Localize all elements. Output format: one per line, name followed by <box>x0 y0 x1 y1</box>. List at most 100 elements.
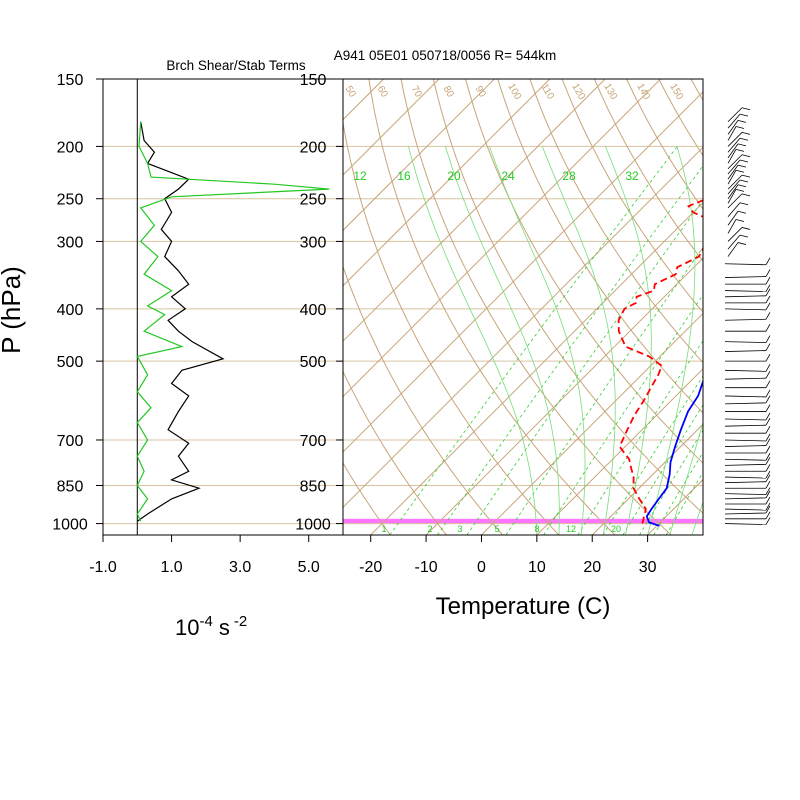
wind-barb-shaft-700 <box>724 439 767 442</box>
isotherm--70 <box>343 79 551 287</box>
wind-barb-flag-700 <box>765 433 771 442</box>
wind-barb-shaft-240 <box>727 174 743 190</box>
left-y-tick-label-850: 850 <box>57 478 84 495</box>
wind-barb-flag-185 <box>739 113 749 117</box>
left-panel-title: Brch Shear/Stab Terms <box>166 58 306 73</box>
wind-barb-flag-600 <box>765 395 771 404</box>
skewt-y-tick-label-250: 250 <box>300 192 327 209</box>
wind-barb-flag-320 <box>737 242 747 245</box>
left-x-axis-label-unit: s <box>219 615 230 640</box>
wind-barb-flag-580 <box>765 389 771 398</box>
wind-barb-flag-240 <box>741 174 751 178</box>
wind-barb-shaft-195 <box>727 126 737 141</box>
mixing-ratio-label-28: 28 <box>562 169 576 183</box>
wind-barb-flag-820 <box>765 470 771 479</box>
theta-label-110: 110 <box>538 82 556 102</box>
skewt-series-group <box>617 199 703 527</box>
wind-barb-flag-235 <box>735 169 745 173</box>
mixing-ratio-1 <box>389 146 678 535</box>
isotherm--10 <box>425 257 703 535</box>
wind-barb-flag-720 <box>765 438 771 446</box>
wind-barb-flag-250 <box>737 184 747 188</box>
theta-label-150: 150 <box>667 82 685 102</box>
wind-barb-shaft-250 <box>727 184 739 199</box>
wind-barb-shaft-220 <box>727 154 743 170</box>
wind-barb-flag-220 <box>741 154 751 158</box>
moist-adiabat-22 <box>541 146 616 535</box>
wind-barb-flag-200 <box>741 132 751 135</box>
mixing-ratio-bottom-label-3: 3 <box>457 524 462 534</box>
wind-barb-shaft-200 <box>727 132 743 147</box>
wind-barb-shaft-760 <box>724 458 767 461</box>
theta-label-80: 80 <box>441 84 456 100</box>
moist-adiabat-14 <box>445 146 560 535</box>
wind-barb-flag-255 <box>735 188 745 192</box>
mixing-ratio-label-20: 20 <box>447 169 461 183</box>
moist-adiabat-38 <box>691 500 703 535</box>
left-x-axis-label: 10-4 s -2 <box>175 613 247 640</box>
skewt-x-axis-label: Temperature (C) <box>436 593 611 620</box>
left-y-tick-label-200: 200 <box>57 139 84 156</box>
skewt-plot-frame <box>342 78 704 536</box>
moist-adiabat-18 <box>489 146 586 535</box>
dry-adiabat-0 <box>343 265 504 535</box>
wind-barb-shaft-310 <box>727 234 741 250</box>
wind-barb-shaft-660 <box>724 424 767 427</box>
temperature-profile <box>645 378 703 527</box>
left-y-tick-label-400: 400 <box>57 302 84 319</box>
wind-barb-shaft-540 <box>724 377 767 380</box>
mixing-ratio-bottom-label-20: 20 <box>611 524 621 534</box>
dry-adiabat-100 <box>626 79 703 210</box>
wind-barb-flag-390 <box>765 295 771 304</box>
mixing-ratio-label-12: 12 <box>353 169 367 183</box>
wind-barb-flag-840 <box>765 474 771 482</box>
wind-barb-shaft-245 <box>727 179 741 195</box>
wind-barb-shaft-215 <box>727 149 737 164</box>
dry-adiabat-30 <box>400 79 672 535</box>
wind-barb-shaft-900 <box>724 497 767 500</box>
wind-barb-flag-780 <box>765 457 771 465</box>
wind-barb-shaft-290 <box>727 219 737 234</box>
dry-adiabat--20 <box>343 462 391 535</box>
skewt-x-tick-label-3: 10 <box>528 559 546 576</box>
wind-barb-flag-280 <box>737 210 747 214</box>
left-y-tick-label-250: 250 <box>57 192 84 209</box>
wind-barb-shaft-260 <box>727 193 743 209</box>
wind-barb-shaft-580 <box>724 395 767 398</box>
left-y-axis-label: P (hPa) <box>0 266 26 354</box>
wind-barb-flag-500 <box>765 353 771 362</box>
left-y-tick-label-1000: 1000 <box>52 517 88 534</box>
wind-barb-shaft-185 <box>727 113 741 129</box>
wind-barb-flag-680 <box>765 425 771 434</box>
isotherm--40 <box>343 91 703 453</box>
mixing-ratio-bottom-label-1: 1 <box>381 524 386 534</box>
wind-barb-flag-260 <box>741 193 751 197</box>
moist-adiabat-34 <box>669 420 703 535</box>
skewt-y-tick-label-500: 500 <box>300 354 327 371</box>
skewt-x-tick-label-2: 0 <box>477 559 486 576</box>
wind-barb-flag-800 <box>765 464 771 472</box>
wind-barb-shaft-460 <box>724 341 767 343</box>
wind-barb-shaft-235 <box>727 170 737 185</box>
wind-barb-flag-180 <box>741 107 751 111</box>
skewt-x-ticks: -20 -10 0 10 20 30 <box>359 535 657 576</box>
left-series-group <box>136 121 330 522</box>
left-series-line-0 <box>136 121 225 522</box>
dry-adiabat-60 <box>497 79 703 414</box>
skewt-x-tick-label-1: -10 <box>415 559 438 576</box>
theta-label-70: 70 <box>409 84 424 100</box>
wind-barb-flag-560 <box>765 380 771 388</box>
skewt-y-tick-label-300: 300 <box>300 234 327 251</box>
wind-barb-shaft-380 <box>724 295 767 298</box>
dry-adiabat-80 <box>561 79 703 313</box>
left-x-axis-label-base: 10 <box>175 615 199 640</box>
dry-adiabat-50 <box>464 79 703 464</box>
skewt-y-tick-label-700: 700 <box>300 433 327 450</box>
skewt-x-tick-label-5: 30 <box>639 559 657 576</box>
mixing-ratio-label-32: 32 <box>625 169 639 183</box>
mixing-ratio-bottom-label-12: 12 <box>566 524 576 534</box>
theta-label-60: 60 <box>375 84 390 100</box>
wind-barb-shaft-270 <box>727 202 741 218</box>
